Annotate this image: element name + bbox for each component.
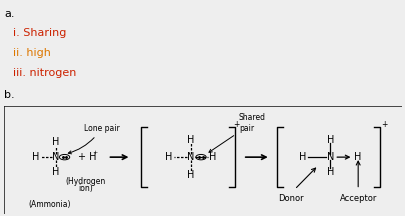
Text: H: H — [32, 152, 39, 162]
Text: H: H — [354, 152, 361, 162]
Text: Shared
pair: Shared pair — [209, 113, 265, 152]
Text: H: H — [187, 135, 194, 145]
Text: H: H — [326, 167, 333, 177]
Text: +: + — [233, 120, 239, 129]
Text: b.: b. — [4, 90, 15, 100]
Text: Donor: Donor — [277, 194, 303, 203]
Text: H: H — [209, 152, 216, 162]
Text: H: H — [326, 135, 333, 145]
Text: Lone pair: Lone pair — [68, 124, 119, 154]
Text: +: + — [380, 120, 386, 129]
Text: H: H — [165, 152, 173, 162]
Text: a.: a. — [4, 9, 15, 19]
Text: (Hydrogen: (Hydrogen — [65, 177, 105, 186]
Text: Acceptor: Acceptor — [339, 194, 376, 203]
Text: iii. nitrogen: iii. nitrogen — [13, 68, 76, 78]
Text: + H: + H — [77, 152, 96, 162]
Text: i. Sharing: i. Sharing — [13, 28, 66, 38]
Text: H: H — [298, 152, 305, 162]
Text: N: N — [52, 152, 59, 162]
Text: ii. high: ii. high — [13, 48, 51, 58]
Text: ion): ion) — [78, 184, 93, 193]
Text: H: H — [52, 137, 59, 147]
Text: N: N — [326, 152, 333, 162]
Text: +: + — [92, 150, 97, 155]
Text: (Ammonia): (Ammonia) — [28, 200, 71, 209]
Text: H: H — [187, 170, 194, 180]
Text: N: N — [187, 152, 194, 162]
Text: H: H — [52, 167, 59, 177]
